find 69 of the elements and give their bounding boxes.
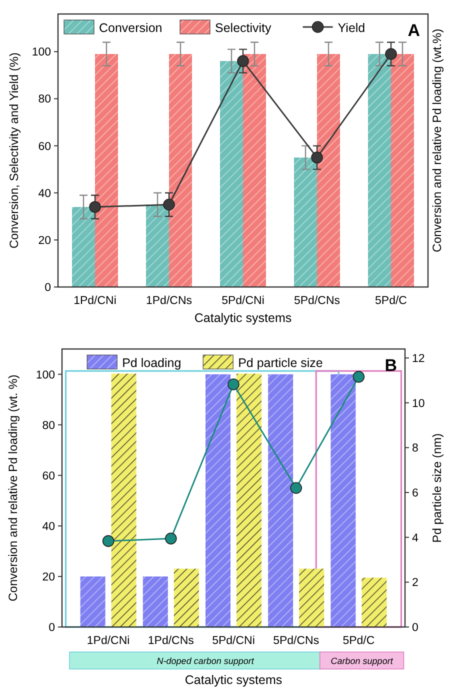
y2-axis-title: Pd particle size (nm) xyxy=(430,433,444,543)
text: N-doped carbon support xyxy=(156,656,254,666)
y-tick-label: 80 xyxy=(42,420,55,432)
bar xyxy=(236,374,262,627)
x-tick-label: 5Pd/C xyxy=(342,635,375,647)
y-tick-label: 20 xyxy=(38,234,51,247)
legend-label: Yield xyxy=(338,21,366,35)
point xyxy=(237,55,249,67)
y-tick-label: 0 xyxy=(48,622,55,634)
legend-label: Conversion xyxy=(99,21,162,35)
y-tick-label: 100 xyxy=(32,46,51,59)
point xyxy=(102,535,114,547)
bar xyxy=(299,568,324,627)
x-tick-label: 5Pd/CNi xyxy=(222,295,264,307)
x-tick-label: 1Pd/CNs xyxy=(146,295,192,307)
bar xyxy=(72,206,95,287)
point xyxy=(352,370,365,383)
bar xyxy=(174,568,199,627)
x-axis-title: Catalytic systems xyxy=(194,311,292,325)
text: Conversion and relative Pd loading (wt.%) xyxy=(430,28,444,252)
legend-label: Pd loading xyxy=(122,356,182,370)
point xyxy=(165,532,177,544)
y-tick-label: 80 xyxy=(38,94,51,106)
y2-tick-label: 0 xyxy=(412,622,418,634)
chart-title: B xyxy=(384,356,397,375)
bar xyxy=(169,54,192,287)
point xyxy=(89,201,101,213)
point xyxy=(311,152,323,164)
bar xyxy=(294,158,317,287)
point xyxy=(228,378,240,390)
legend-label: Pd particle size xyxy=(238,356,323,370)
y-axis-title: Conversion, Selectivity and Yield (%) xyxy=(7,52,21,249)
bar xyxy=(220,61,243,287)
legend-label: Selectivity xyxy=(215,21,272,35)
y2-tick-label: 4 xyxy=(412,532,419,544)
y-tick-label: 40 xyxy=(38,188,51,200)
x-axis-title: Catalytic systems xyxy=(184,673,282,687)
x-tick-label: 5Pd/CNs xyxy=(273,635,320,647)
chart-title: A xyxy=(408,21,420,40)
bar xyxy=(111,374,136,627)
y2-tick-label: 6 xyxy=(412,487,418,500)
x-tick-label: 1Pd/CNi xyxy=(74,295,116,307)
y-tick-label: 40 xyxy=(42,520,55,533)
bar xyxy=(243,54,266,287)
bar xyxy=(317,54,340,287)
point xyxy=(163,198,175,211)
x-tick-label: 5Pd/C xyxy=(375,295,407,307)
x-tick-label: 5Pd/CNi xyxy=(212,635,255,647)
x-tick-label: 1Pd/CNs xyxy=(148,635,194,647)
y-tick-label: 60 xyxy=(42,470,55,482)
y-tick-label: 60 xyxy=(38,140,51,153)
y-tick-label: 20 xyxy=(42,571,55,584)
y-axis-title: Conversion and relative Pd loading (wt. %) xyxy=(6,374,20,602)
point xyxy=(290,482,302,494)
x-tick-label: 1Pd/CNi xyxy=(86,635,130,647)
y2-tick-label: 10 xyxy=(412,398,425,410)
y-tick-label: 100 xyxy=(36,369,55,382)
y2-tick-label: 8 xyxy=(412,442,418,455)
y2-tick-label: 2 xyxy=(412,577,418,590)
bar xyxy=(95,54,118,287)
y2-tick-label: 12 xyxy=(412,352,425,365)
text: Carbon support xyxy=(330,656,394,666)
bar xyxy=(362,578,387,627)
point xyxy=(385,48,397,60)
bar xyxy=(391,54,414,287)
x-tick-label: 5Pd/CNs xyxy=(294,295,340,307)
bar xyxy=(146,204,169,287)
y-tick-label: 0 xyxy=(44,282,51,294)
bar xyxy=(368,54,391,287)
